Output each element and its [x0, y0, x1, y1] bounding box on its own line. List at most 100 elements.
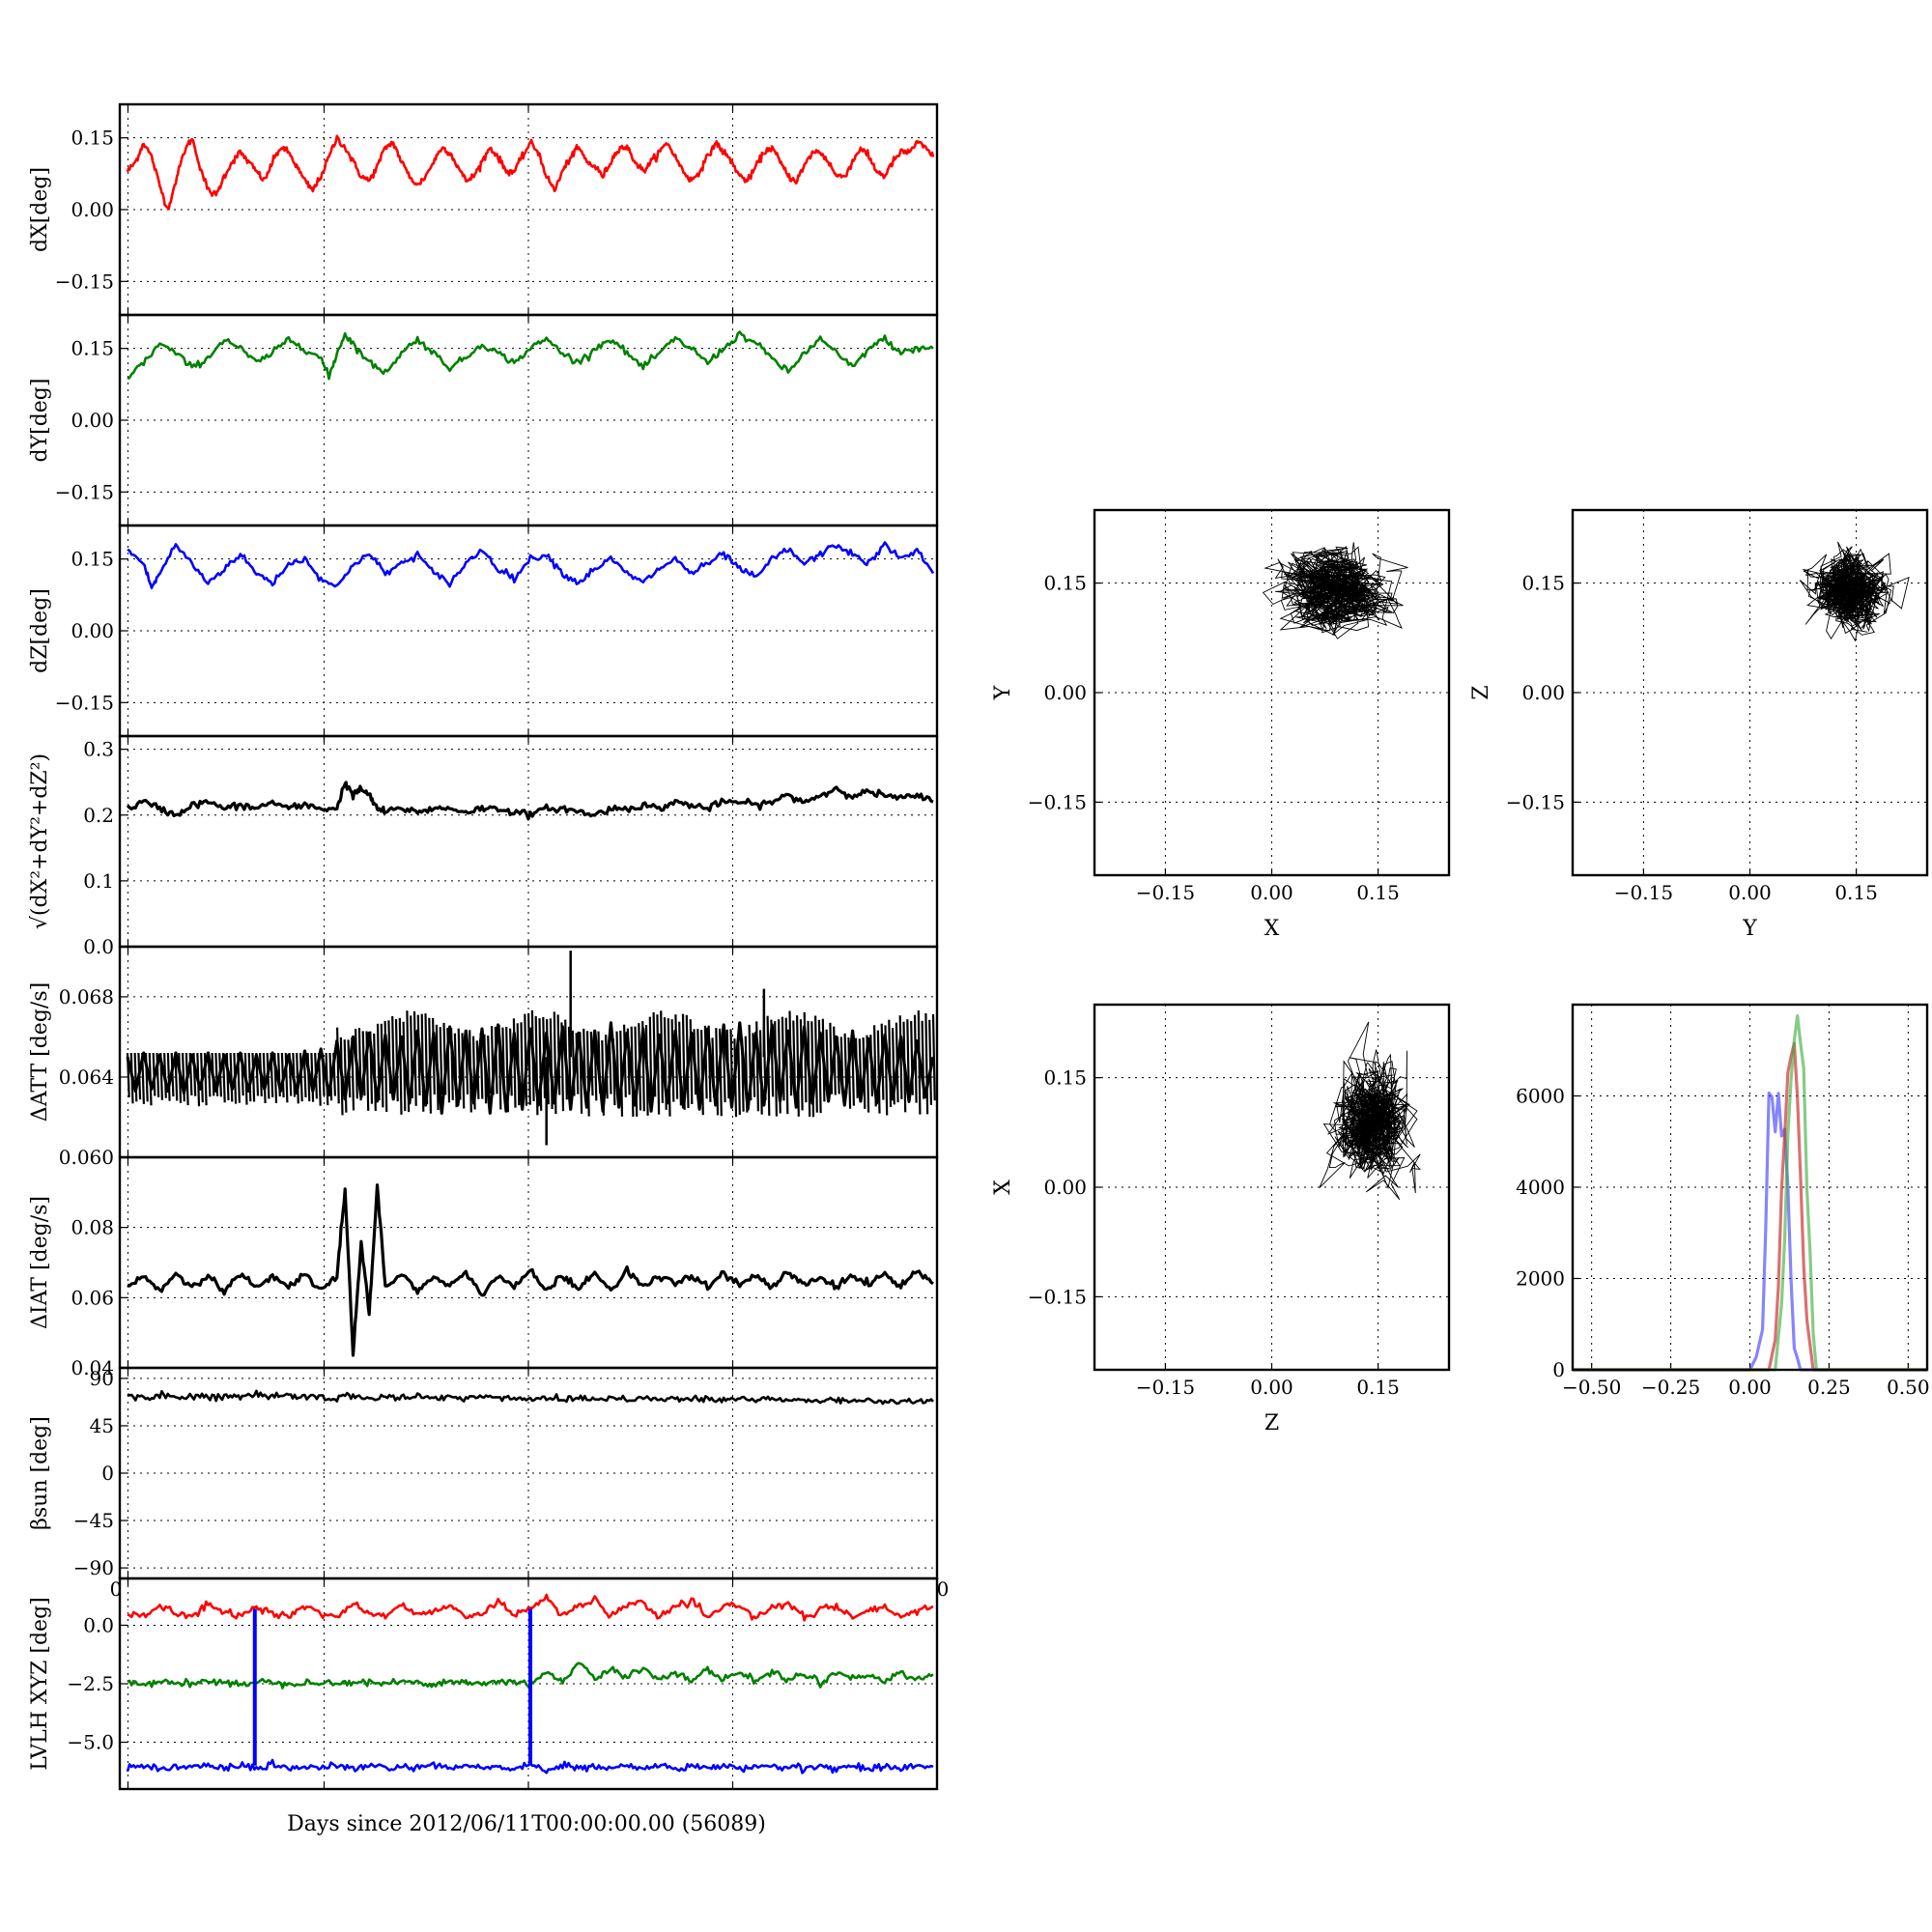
y-tick-label: 4000 — [1516, 1176, 1565, 1199]
x-tick-label: −0.25 — [1641, 1376, 1700, 1399]
y-tick-label: 0.15 — [1521, 572, 1565, 595]
x-tick-label: 0.00 — [1250, 1376, 1293, 1399]
y-tick-label: −2.5 — [67, 1672, 114, 1695]
y-tick-label: 0 — [1552, 1358, 1565, 1381]
x-axis-label: Y — [1742, 917, 1757, 941]
y-axis-label: dX[deg] — [28, 167, 52, 252]
y-axis-label: βsun [deg] — [28, 1416, 52, 1530]
panel-dz: −0.15 0.00 0.15 dZ[deg] — [28, 524, 939, 738]
series-line — [126, 134, 935, 211]
axes-frame — [1571, 508, 1929, 877]
x-tick-label: 0.00 — [1728, 881, 1772, 904]
y-tick-label: 0.0 — [83, 1613, 114, 1636]
y-tick-label: 0.08 — [71, 1216, 114, 1239]
histogram-series — [1573, 1041, 1927, 1372]
y-tick-label: 0.15 — [1043, 572, 1087, 595]
x-tick-label: 0.50 — [1887, 1376, 1930, 1399]
panel-lvlh: −5.0 −2.5 0.0 LVLH XYZ [deg] — [28, 1577, 939, 1791]
y-tick-label: 0.2 — [83, 804, 114, 827]
x-tick-label: 0.15 — [1356, 1376, 1400, 1399]
y-tick-label: 2000 — [1516, 1267, 1565, 1291]
y-axis-label: √(dX²+dY²+dZ²) — [28, 753, 52, 929]
y-tick-label: −0.15 — [55, 480, 114, 503]
panel-dx: −0.15 0.00 0.15 dX[deg] — [28, 102, 939, 317]
histogram-series — [1573, 1091, 1927, 1372]
y-tick-label: 0.15 — [71, 337, 114, 360]
axes-frame — [1093, 508, 1451, 877]
x-tick-label: 0.00 — [1728, 1376, 1772, 1399]
series-line — [127, 330, 934, 381]
series-line — [127, 541, 935, 590]
x-axis-label: Z — [1264, 1411, 1279, 1435]
y-tick-label: 45 — [90, 1414, 114, 1437]
axes-frame — [1571, 1003, 1929, 1372]
y-tick-label: 0.00 — [71, 619, 114, 642]
shared-x-axis-label: Days since 2012/06/11T00:00:00.00 (56089… — [287, 1812, 766, 1836]
scatter-trace — [1319, 1021, 1421, 1201]
y-tick-label: 0.06 — [71, 1286, 114, 1309]
y-axis-label: Y — [991, 685, 1015, 700]
y-tick-label: 0.00 — [71, 198, 114, 221]
y-axis-label: ΔIAT [deg/s] — [28, 1196, 52, 1329]
y-tick-label: 0.068 — [59, 985, 114, 1009]
y-tick-label: 0.00 — [1521, 681, 1565, 704]
panel-scatter-yz: −0.15 0.00 0.15 −0.15 0.00 0.15 Y Z — [1469, 508, 1929, 941]
y-tick-label: 0.15 — [1043, 1066, 1087, 1090]
x-tick-label: 0.15 — [1834, 881, 1878, 904]
panel-dy: −0.15 0.00 0.15 dY[deg] — [28, 313, 939, 527]
y-axis-label: ΔATT [deg/s] — [28, 982, 52, 1122]
y-axis-label: dZ[deg] — [28, 588, 52, 673]
y-tick-label: 0.00 — [1043, 1176, 1087, 1199]
y-tick-label: 0.15 — [71, 548, 114, 571]
panel-hist: −0.50 −0.25 0.00 0.25 0.50 0 2000 4000 6000 — [1516, 1003, 1930, 1399]
panel-datt: 0.060 0.064 0.068 ΔATT [deg/s] — [28, 945, 939, 1169]
series-line — [127, 1593, 934, 1622]
panel-dtot: 0.0 0.1 0.2 0.3 √(dX²+dY²+dZ²) — [28, 734, 939, 958]
y-tick-label: −0.15 — [1506, 790, 1565, 813]
y-tick-label: −0.15 — [1028, 790, 1087, 813]
y-tick-label: 0.1 — [83, 869, 114, 893]
x-tick-label: 0.15 — [1356, 881, 1400, 904]
panel-scatter-xy: −0.15 0.00 0.15 −0.15 0.00 0.15 X Y — [991, 508, 1451, 941]
scatter-trace — [1262, 542, 1408, 639]
series-line — [127, 1183, 934, 1357]
y-tick-label: −0.15 — [55, 270, 114, 293]
series-line — [126, 781, 934, 821]
y-tick-label: 0.064 — [59, 1065, 114, 1089]
axes-frame — [1093, 1003, 1451, 1372]
y-tick-label: 90 — [90, 1367, 114, 1390]
y-tick-label: −45 — [73, 1509, 114, 1532]
y-tick-label: 0.15 — [71, 127, 114, 150]
y-tick-label: −5.0 — [67, 1731, 114, 1754]
y-tick-label: 6000 — [1516, 1085, 1565, 1108]
x-tick-label: 0 — [937, 1577, 950, 1601]
axes-frame — [118, 1577, 939, 1791]
y-axis-label: dY[deg] — [28, 379, 52, 463]
x-axis-label: X — [1264, 917, 1280, 941]
x-tick-label: −0.15 — [1614, 881, 1673, 904]
axes-frame — [118, 1155, 939, 1370]
y-tick-label: 0.00 — [1043, 681, 1087, 704]
x-tick-label: −0.50 — [1562, 1376, 1621, 1399]
x-tick-label: 0.25 — [1807, 1376, 1851, 1399]
y-tick-label: −90 — [73, 1556, 114, 1579]
x-tick-label: 0.00 — [1250, 881, 1293, 904]
scatter-and-histogram-panels: −0.15 0.00 0.15 −0.15 0.00 0.15 X Y −0.15 0.00 0.1… — [991, 508, 1930, 1435]
scatter-trace — [1799, 541, 1910, 642]
x-tick-label: −0.15 — [1136, 1376, 1195, 1399]
y-tick-label: 0.060 — [59, 1146, 114, 1169]
y-tick-label: 0.3 — [83, 738, 114, 761]
x-tick-label: −0.15 — [1136, 881, 1195, 904]
y-tick-label: 0.04 — [71, 1356, 114, 1379]
y-tick-label: 0.0 — [83, 935, 114, 958]
y-axis-label: LVLH XYZ [deg] — [28, 1597, 52, 1771]
y-tick-label: 0.00 — [71, 409, 114, 432]
y-axis-label: X — [991, 1179, 1015, 1195]
histogram-series — [1573, 1013, 1927, 1372]
series-band — [126, 1009, 936, 1118]
panel-diat: 0.04 0.06 0.08 ΔIAT [deg/s] — [28, 1155, 939, 1379]
axes-frame — [118, 734, 939, 949]
time-series-panels: −0.150.000.15dX[deg]−0.150.000.15dY[deg]… — [28, 102, 950, 1791]
